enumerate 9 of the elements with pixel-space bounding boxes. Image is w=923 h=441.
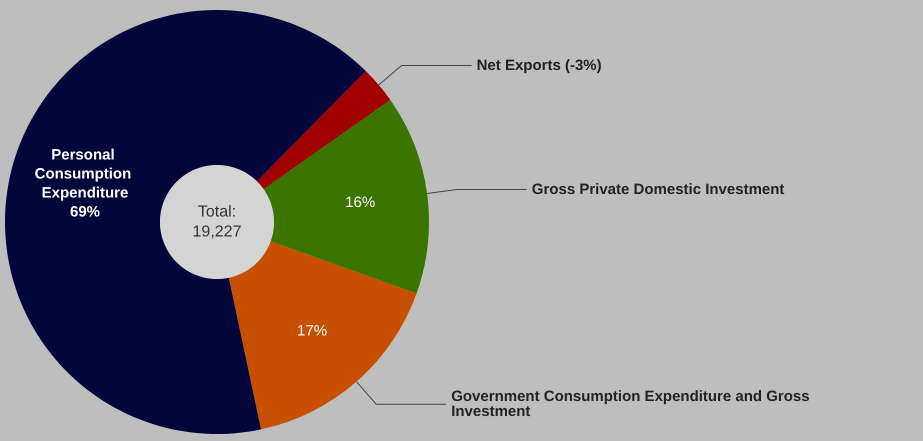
text: 19,227 (192, 224, 242, 240)
slice-label: Government Consumption Expenditure and Gross Investment (451, 388, 814, 420)
text: Total: (198, 204, 236, 220)
data-label: 69% (70, 203, 100, 220)
slice-label: Net Exports (-3%) (476, 57, 602, 74)
data-label: 16% (345, 194, 376, 212)
slice-label: Personal Consumption Expenditure (34, 146, 136, 202)
slice-label: Gross Private Domestic Investment (532, 181, 784, 198)
data-label: 17% (297, 322, 328, 340)
